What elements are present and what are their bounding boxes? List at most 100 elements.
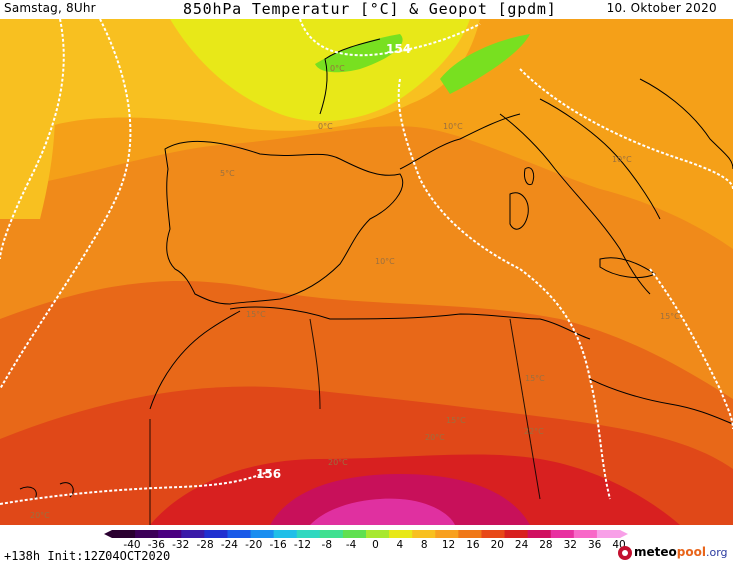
footer: -40 -36 -32 -28 -24 -20 -16 -12 -8 -4 0 4 8 12 16 20 24 2…	[0, 525, 733, 566]
legend-swatch	[181, 530, 205, 538]
tunisia-libya-border	[509, 318, 541, 500]
geopot-line-west	[0, 19, 132, 390]
legend-tick-label: -28	[196, 539, 214, 551]
geopot-label-154: 154	[386, 42, 411, 56]
borders	[149, 318, 541, 525]
legend-tick-label: 28	[539, 539, 553, 551]
legend-swatch	[366, 530, 390, 538]
valid-time-label: Samstag, 8Uhr	[4, 1, 96, 15]
legend-tick-label: 12	[441, 539, 456, 551]
legend-swatch	[273, 530, 298, 538]
legend-tick-label: 4	[396, 539, 404, 551]
temperature-band-32	[310, 498, 455, 525]
legend-tick-label: -32	[172, 539, 190, 551]
map-canvas: 154 156 0°C 0°C 10°C 10°C 5°C 10°C 15°C …	[0, 19, 733, 525]
legend-tick-label: -40	[123, 539, 141, 551]
temp-label: 15°C	[660, 312, 680, 321]
temp-label: 0°C	[318, 122, 333, 131]
temp-label: 15°C	[525, 374, 545, 383]
corsica-coast	[524, 167, 535, 186]
libya-coast	[589, 378, 733, 425]
color-legend-bar	[104, 530, 628, 538]
legend-tick-label: 20	[490, 539, 504, 551]
brand-meteo: meteo	[634, 545, 677, 559]
coastlines	[19, 38, 733, 500]
run-info: +138h Init:12Z04OCT2020	[4, 549, 171, 563]
temperature-band-0	[315, 34, 403, 73]
legend-tick-label: 8	[420, 539, 428, 551]
sardinia-coast	[509, 192, 529, 230]
legend-tick-label: -16	[269, 539, 287, 551]
color-legend-ticks: -40 -36 -32 -28 -24 -20 -16 -12 -8 -4 0 4 8 12 16 20 24 2…	[0, 539, 733, 551]
temp-label: 22°C	[524, 427, 544, 436]
legend-arrow-left	[104, 530, 112, 538]
legend-swatch	[135, 530, 159, 538]
legend-swatch	[389, 530, 413, 538]
geopot-line-southeast	[649, 268, 733, 430]
legend-swatch	[435, 530, 459, 538]
weather-map: 154 156 0°C 0°C 10°C 10°C 5°C 10°C 15°C …	[0, 19, 733, 525]
temp-label: 20°C	[328, 458, 348, 467]
legend-tick-label: -4	[345, 539, 357, 551]
temp-label: 10°C	[612, 155, 632, 164]
france-west-coast	[319, 38, 381, 115]
temp-label: 5°C	[220, 169, 235, 178]
geopot-line-west-2	[0, 19, 65, 260]
legend-tick-label: 0	[372, 539, 379, 551]
legend-tick-label: -36	[147, 539, 165, 551]
legend-swatch	[204, 530, 228, 538]
date-label: 10. Oktober 2020	[606, 1, 717, 15]
iberia-coast	[164, 140, 404, 305]
temp-label: 0°C	[330, 64, 345, 73]
meteopool-logo-icon	[618, 546, 632, 560]
chart-title: 850hPa Temperatur [°C] & Geopot [gpdm]	[183, 0, 557, 18]
geopot-line-central	[397, 78, 611, 500]
legend-swatch	[573, 530, 598, 538]
legend-swatch	[412, 530, 436, 538]
temperature-band-0-east	[440, 34, 530, 94]
legend-arrow-right	[620, 530, 628, 538]
brand-name[interactable]: meteopool.org	[634, 545, 728, 559]
legend-swatch	[527, 530, 552, 538]
legend-swatch	[227, 530, 252, 538]
legend-tick-label: 32	[563, 539, 577, 551]
legend-swatch	[550, 530, 575, 538]
temperature-band-8-west	[0, 19, 55, 219]
legend-tick-label: 16	[466, 539, 480, 551]
legend-swatch	[319, 530, 344, 538]
france-south-coast	[399, 113, 521, 170]
legend-swatch	[342, 530, 367, 538]
geopot-label-156: 156	[256, 467, 281, 481]
temp-label: 15°C	[446, 416, 466, 425]
temp-label: 20°C	[30, 511, 50, 520]
legend-tick-label: -12	[293, 539, 312, 551]
italy-west-coast	[499, 113, 651, 295]
geopot-line-154	[299, 19, 481, 57]
temp-label: 10°C	[443, 122, 463, 131]
legend-tick-label: -8	[321, 539, 333, 551]
sicily-coast	[599, 257, 657, 278]
legend-tick-label: 24	[514, 539, 529, 551]
geopotential-contours	[0, 19, 733, 505]
geopot-line-east	[519, 68, 733, 190]
legend-swatch	[458, 530, 482, 538]
legend-swatch	[296, 530, 321, 538]
temp-label: 10°C	[375, 257, 395, 266]
legend-tick-label: -24	[220, 539, 238, 551]
north-africa-coast	[229, 306, 591, 340]
legend-swatch	[596, 530, 621, 538]
geopot-line-156	[0, 470, 271, 505]
temperature-labels: 0°C 0°C 10°C 10°C 5°C 10°C 15°C 15°C 15°…	[30, 64, 680, 520]
legend-swatch	[481, 530, 506, 538]
legend-swatch	[158, 530, 182, 538]
legend-swatch	[250, 530, 275, 538]
legend-tick-label: -20	[245, 539, 263, 551]
temp-label: 15°C	[246, 310, 266, 319]
legend-swatch	[112, 530, 136, 538]
adriatic-coast	[639, 78, 733, 170]
brand-pool: pool	[676, 545, 706, 559]
temp-label: 20°C	[425, 433, 445, 442]
brand-org: .org	[705, 546, 728, 559]
legend-tick-label: 36	[587, 539, 602, 551]
italy-east-coast	[539, 98, 661, 220]
